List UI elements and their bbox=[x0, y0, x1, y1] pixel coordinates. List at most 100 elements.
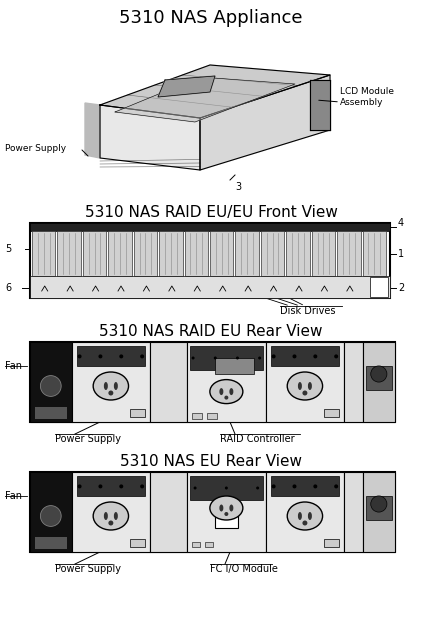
Circle shape bbox=[256, 487, 259, 490]
Bar bbox=[344, 342, 363, 422]
Circle shape bbox=[334, 354, 338, 358]
Bar bbox=[205, 542, 213, 547]
Text: 6: 6 bbox=[5, 283, 11, 293]
Ellipse shape bbox=[114, 382, 118, 390]
Ellipse shape bbox=[93, 372, 129, 400]
Text: Fan: Fan bbox=[5, 491, 22, 501]
Ellipse shape bbox=[93, 502, 129, 530]
Polygon shape bbox=[100, 105, 200, 170]
Circle shape bbox=[334, 485, 338, 488]
Bar bbox=[30, 472, 395, 552]
Ellipse shape bbox=[210, 496, 243, 520]
Ellipse shape bbox=[308, 382, 312, 390]
Polygon shape bbox=[115, 77, 295, 122]
Text: Disk Drives: Disk Drives bbox=[280, 306, 335, 316]
Circle shape bbox=[292, 354, 297, 358]
Circle shape bbox=[302, 520, 308, 526]
Circle shape bbox=[225, 487, 228, 490]
Circle shape bbox=[99, 485, 102, 488]
Text: 5310 NAS RAID EU/EU Front View: 5310 NAS RAID EU/EU Front View bbox=[85, 205, 338, 220]
Bar bbox=[32, 231, 55, 276]
Bar bbox=[187, 342, 266, 422]
Text: Fan: Fan bbox=[5, 361, 22, 371]
Bar bbox=[190, 476, 263, 500]
Polygon shape bbox=[200, 75, 330, 170]
Bar bbox=[30, 472, 71, 552]
Bar bbox=[324, 409, 339, 417]
Bar bbox=[337, 231, 360, 276]
Ellipse shape bbox=[114, 512, 118, 520]
Circle shape bbox=[302, 390, 308, 395]
Bar bbox=[35, 407, 66, 419]
Ellipse shape bbox=[298, 382, 302, 390]
Circle shape bbox=[224, 512, 228, 516]
Circle shape bbox=[99, 354, 102, 358]
Bar bbox=[207, 413, 217, 419]
Circle shape bbox=[272, 354, 276, 358]
Circle shape bbox=[140, 485, 144, 488]
Ellipse shape bbox=[287, 502, 323, 530]
Bar bbox=[214, 358, 254, 374]
Text: 5: 5 bbox=[5, 244, 11, 254]
Bar bbox=[30, 342, 71, 422]
Ellipse shape bbox=[229, 504, 233, 512]
Text: 3: 3 bbox=[235, 182, 241, 192]
Circle shape bbox=[108, 390, 113, 395]
Text: 5310 NAS EU Rear View: 5310 NAS EU Rear View bbox=[120, 454, 302, 469]
Bar bbox=[363, 342, 395, 422]
Circle shape bbox=[313, 354, 317, 358]
Polygon shape bbox=[85, 103, 100, 158]
Circle shape bbox=[272, 485, 276, 488]
Circle shape bbox=[77, 485, 82, 488]
Circle shape bbox=[108, 520, 113, 526]
Bar bbox=[192, 542, 200, 547]
Bar bbox=[363, 231, 386, 276]
Bar bbox=[266, 472, 344, 552]
Bar bbox=[77, 346, 145, 366]
Circle shape bbox=[214, 356, 217, 360]
Bar bbox=[184, 231, 208, 276]
Circle shape bbox=[140, 354, 144, 358]
Bar bbox=[286, 231, 310, 276]
Circle shape bbox=[192, 356, 195, 360]
Circle shape bbox=[40, 506, 61, 526]
Bar bbox=[134, 231, 157, 276]
Ellipse shape bbox=[104, 382, 108, 390]
Text: Power Supply: Power Supply bbox=[55, 564, 121, 574]
Bar bbox=[58, 231, 81, 276]
Bar bbox=[130, 539, 145, 547]
Bar bbox=[261, 231, 284, 276]
Bar bbox=[71, 342, 150, 422]
Ellipse shape bbox=[287, 372, 323, 400]
Bar bbox=[192, 413, 202, 419]
Text: FC I/O Module: FC I/O Module bbox=[210, 564, 278, 574]
Ellipse shape bbox=[229, 388, 233, 395]
Bar bbox=[150, 472, 187, 552]
Circle shape bbox=[224, 395, 228, 399]
Circle shape bbox=[77, 354, 82, 358]
Bar bbox=[236, 231, 259, 276]
Text: RAID Controller: RAID Controller bbox=[220, 434, 295, 444]
Bar bbox=[30, 342, 395, 422]
Circle shape bbox=[119, 485, 123, 488]
Text: Power Supply: Power Supply bbox=[5, 144, 66, 153]
Polygon shape bbox=[158, 76, 215, 97]
Bar bbox=[130, 409, 145, 417]
Text: 5310 NAS RAID EU Rear View: 5310 NAS RAID EU Rear View bbox=[99, 324, 323, 339]
Bar bbox=[363, 472, 395, 552]
Bar bbox=[266, 342, 344, 422]
Text: Power Supply: Power Supply bbox=[55, 434, 121, 444]
Bar bbox=[190, 346, 263, 370]
Bar bbox=[214, 500, 238, 528]
Ellipse shape bbox=[220, 388, 223, 395]
Bar bbox=[71, 472, 150, 552]
Circle shape bbox=[371, 366, 387, 382]
Circle shape bbox=[194, 487, 197, 490]
Bar bbox=[365, 496, 392, 520]
Text: 1: 1 bbox=[398, 249, 404, 258]
Ellipse shape bbox=[210, 379, 243, 404]
Ellipse shape bbox=[104, 512, 108, 520]
Bar bbox=[108, 231, 132, 276]
Bar bbox=[77, 476, 145, 496]
Text: 2: 2 bbox=[398, 283, 404, 293]
